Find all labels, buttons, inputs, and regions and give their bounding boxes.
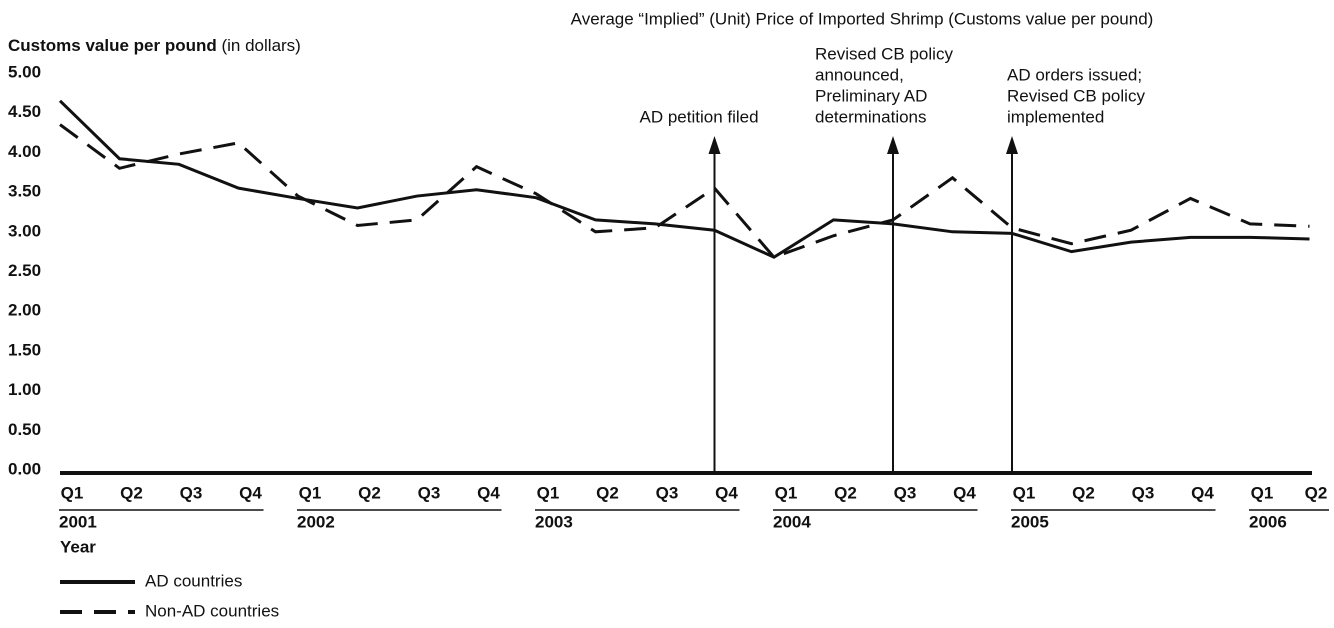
y-tick-label: 1.50: [8, 340, 41, 359]
arrow-head: [708, 136, 721, 154]
x-tick-label: Q2: [596, 483, 619, 502]
x-tick-label: Q2: [1305, 483, 1328, 502]
y-tick-label: 3.50: [8, 182, 41, 201]
annotation-text: AD orders issued;: [1007, 65, 1142, 84]
x-tick-label: Q3: [418, 483, 441, 502]
y-tick-label: 4.50: [8, 102, 41, 121]
legend-label: Non-AD countries: [145, 601, 279, 620]
legend-label: AD countries: [145, 571, 242, 590]
y-tick-label: 3.00: [8, 221, 41, 240]
x-tick-label: Q1: [537, 483, 560, 502]
x-tick-label: Q4: [239, 483, 262, 502]
y-axis-label-main: Customs value per pound: [8, 36, 217, 55]
arrow-head: [1006, 136, 1018, 154]
y-axis-label-unit: (in dollars): [221, 36, 300, 55]
year-label: 2003: [535, 512, 573, 531]
x-tick-label: Q2: [120, 483, 143, 502]
arrow-head: [887, 136, 899, 154]
series-line: [59, 123, 1310, 259]
x-tick-label: Q1: [1013, 483, 1036, 502]
x-tick-label: Q4: [1191, 483, 1214, 502]
x-tick-label: Q4: [715, 483, 738, 502]
x-tick-label: Q1: [775, 483, 798, 502]
x-tick-label: Q2: [834, 483, 857, 502]
y-tick-label: 5.00: [8, 62, 41, 81]
y-tick-label: 0.50: [8, 420, 41, 439]
y-tick-label: 2.00: [8, 301, 41, 320]
x-tick-label: Q3: [894, 483, 917, 502]
y-tick-label: 0.00: [8, 459, 41, 478]
x-axis-label: Year: [60, 537, 96, 556]
year-label: 2006: [1249, 512, 1287, 531]
x-tick-label: Q3: [656, 483, 679, 502]
annotation-text: Preliminary AD: [815, 86, 927, 105]
x-tick-label: Q2: [1072, 483, 1095, 502]
y-tick-label: 2.50: [8, 261, 41, 280]
annotation-text: Revised CB policy: [1007, 86, 1145, 105]
annotation-text: implemented: [1007, 107, 1104, 126]
y-tick-label: 1.00: [8, 380, 41, 399]
x-tick-label: Q3: [180, 483, 203, 502]
x-tick-label: Q4: [953, 483, 976, 502]
annotation-text: announced,: [815, 65, 904, 84]
x-tick-label: Q2: [358, 483, 381, 502]
y-tick-label: 4.00: [8, 142, 41, 161]
year-label: 2004: [773, 512, 811, 531]
x-tick-label: Q1: [1251, 483, 1274, 502]
chart-title: Average “Implied” (Unit) Price of Import…: [571, 9, 1154, 28]
year-label: 2001: [59, 512, 97, 531]
y-axis-label: Customs value per pound (in dollars): [8, 36, 301, 55]
x-tick-label: Q4: [477, 483, 500, 502]
annotation-text: AD petition filed: [640, 107, 759, 126]
annotation-text: Revised CB policy: [815, 44, 953, 63]
x-tick-label: Q1: [61, 483, 84, 502]
year-label: 2002: [297, 512, 335, 531]
annotation-text: determinations: [815, 107, 927, 126]
x-tick-label: Q3: [1132, 483, 1155, 502]
series-line: [58, 99, 1310, 259]
x-tick-label: Q1: [299, 483, 322, 502]
year-label: 2005: [1011, 512, 1049, 531]
